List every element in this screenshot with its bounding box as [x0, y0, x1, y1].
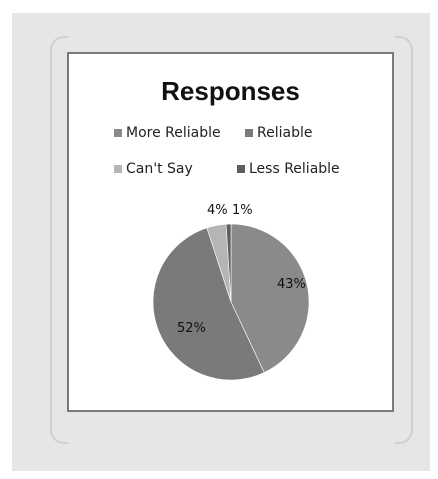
- pie-data-label: 52%: [177, 321, 206, 336]
- legend-label: Less Reliable: [249, 161, 340, 177]
- pie-slice-reliable: [152, 227, 265, 381]
- pie-chart: 43% 52% 4% 1%: [152, 203, 310, 381]
- chart-card: Responses More Reliable Reliable Can't S…: [67, 52, 394, 412]
- legend-swatch: [114, 165, 122, 173]
- right-bracket: [395, 36, 413, 444]
- legend-item-more-reliable: More Reliable: [114, 125, 221, 141]
- legend-label: Can't Say: [126, 161, 193, 177]
- legend-swatch: [114, 129, 122, 137]
- legend-label: More Reliable: [126, 125, 221, 141]
- legend-swatch: [237, 165, 245, 173]
- legend-item-less-reliable: Less Reliable: [237, 161, 340, 177]
- pie-data-label: 1%: [232, 203, 253, 218]
- pie-data-label: 4%: [207, 203, 228, 218]
- chart-title: Responses: [161, 76, 300, 106]
- legend-item-reliable: Reliable: [245, 125, 312, 141]
- legend-item-cant-say: Can't Say: [114, 161, 193, 177]
- pie-data-label: 43%: [277, 277, 306, 292]
- legend-label: Reliable: [257, 125, 313, 141]
- pie-slice-less-reliable: [225, 223, 232, 303]
- legend-swatch: [245, 129, 253, 137]
- left-bracket: [50, 36, 68, 444]
- pie-slice-more-reliable: [230, 223, 310, 373]
